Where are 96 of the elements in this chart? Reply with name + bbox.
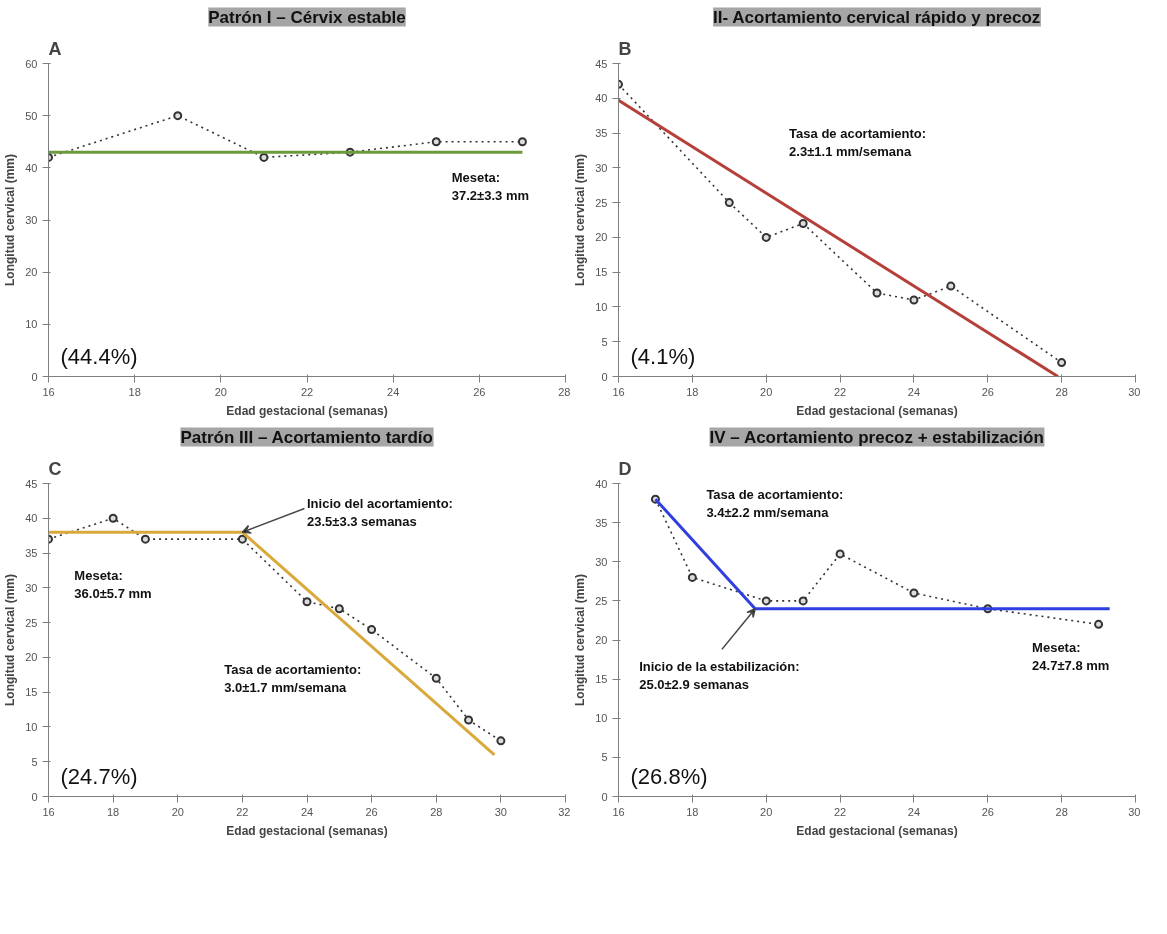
x-tick-label: 22: [236, 805, 249, 818]
x-axis-title: Edad gestacional (semanas): [796, 823, 958, 838]
chart-title: Patrón III – Acortamiento tardío: [180, 427, 433, 447]
text: D: [618, 458, 632, 479]
y-tick-label: 0: [601, 370, 608, 383]
y-tick-label: 35: [25, 547, 38, 560]
x-tick-label: 18: [686, 805, 699, 818]
x-tick-label: 32: [558, 805, 571, 818]
y-tick-label: 35: [595, 127, 608, 140]
y-tick-label: 40: [595, 92, 608, 105]
y-tick-label: 40: [595, 477, 608, 490]
y-tick-label: 15: [595, 266, 608, 279]
x-tick-label: 20: [171, 805, 184, 818]
y-tick-label: 25: [595, 594, 608, 607]
y-axis-title: Longitud cervical (mm): [573, 573, 588, 707]
x-tick-label: 22: [833, 385, 847, 398]
chart-title: Patrón I – Cérvix estable: [208, 7, 406, 27]
y-tick-label: 5: [601, 751, 608, 764]
text: B: [618, 38, 632, 59]
x-tick-label: 28: [558, 385, 571, 398]
chart-title: II- Acortamiento cervical rápido y precoz: [713, 7, 1041, 27]
x-tick-label: 24: [907, 385, 921, 398]
x-tick-label: 26: [981, 385, 994, 398]
x-axis-title: Edad gestacional (semanas): [226, 403, 388, 418]
x-tick-label: 30: [1128, 805, 1141, 818]
x-tick-label: 24: [387, 385, 400, 398]
y-tick-label: 25: [25, 616, 38, 629]
x-tick-label: 28: [1055, 805, 1068, 818]
y-tick-label: 10: [25, 318, 38, 331]
x-tick-label: 22: [300, 385, 314, 398]
y-tick-label: 30: [595, 161, 608, 174]
annotation: (4.1%): [630, 343, 696, 369]
y-axis-title: Longitud cervical (mm): [573, 153, 588, 287]
y-tick-label: 10: [595, 712, 608, 725]
y-tick-label: 20: [595, 231, 608, 244]
y-tick-label: 20: [25, 266, 38, 279]
y-tick-label: 45: [595, 57, 608, 70]
y-tick-label: 60: [25, 57, 38, 70]
chart-title: IV – Acortamiento precoz + estabilización: [709, 427, 1044, 447]
y-axis-title: Longitud cervical (mm): [3, 153, 18, 287]
annotation: Inicio del acortamiento: 23.5±3.3 semanas: [307, 496, 453, 530]
y-tick-label: 30: [595, 555, 608, 568]
text: C: [48, 458, 62, 479]
y-tick-label: 20: [25, 651, 38, 664]
text: A: [48, 38, 62, 59]
y-tick-label: 0: [31, 790, 38, 803]
x-tick-label: 18: [107, 805, 120, 818]
y-tick-label: 30: [25, 581, 38, 594]
annotation: Meseta: 24.7±7.8 mm: [1032, 640, 1110, 673]
y-tick-label: 5: [601, 335, 608, 348]
x-tick-label: 18: [686, 385, 699, 398]
x-tick-label: 20: [760, 385, 773, 398]
y-axis-title: Longitud cervical (mm): [3, 573, 18, 707]
x-tick-label: 20: [214, 385, 227, 398]
x-tick-label: 16: [612, 385, 625, 398]
y-tick-label: 0: [31, 370, 38, 383]
x-tick-label: 28: [430, 805, 443, 818]
annotation: Meseta: 37.2±3.3 mm: [451, 169, 530, 203]
y-tick-label: 40: [25, 512, 38, 525]
y-tick-label: 10: [25, 720, 38, 733]
y-tick-label: 35: [595, 516, 608, 529]
x-tick-label: 30: [1128, 385, 1141, 398]
y-tick-label: 40: [25, 161, 38, 174]
annotation: Tasa de acortamiento: 2.3±1.1 mm/semana: [789, 126, 927, 160]
y-tick-label: 0: [601, 790, 608, 803]
x-tick-label: 24: [300, 805, 314, 818]
x-tick-label: 26: [365, 805, 378, 818]
y-tick-label: 20: [595, 634, 608, 646]
y-tick-label: 50: [25, 109, 38, 122]
x-tick-label: 16: [42, 805, 55, 818]
x-tick-label: 24: [907, 805, 921, 818]
x-tick-label: 30: [494, 805, 508, 818]
annotation: (24.7%): [60, 763, 138, 789]
annotation: Tasa de acortamiento: 3.4±2.2 mm/semana: [706, 486, 844, 520]
y-tick-label: 5: [31, 755, 38, 768]
x-tick-label: 16: [612, 805, 625, 818]
y-tick-label: 30: [25, 214, 38, 226]
y-tick-label: 10: [595, 300, 608, 313]
y-tick-label: 15: [595, 673, 608, 686]
annotation: (26.8%): [630, 763, 708, 789]
annotation: Meseta: 36.0±5.7 mm: [74, 568, 152, 602]
x-tick-label: 18: [128, 385, 141, 398]
x-tick-label: 16: [42, 385, 55, 398]
y-tick-label: 25: [595, 196, 608, 209]
x-axis-title: Edad gestacional (semanas): [226, 823, 388, 838]
annotation: (44.4%): [60, 343, 138, 369]
y-tick-label: 45: [25, 477, 38, 490]
x-tick-label: 26: [473, 385, 486, 398]
x-tick-label: 28: [1055, 385, 1068, 398]
annotation: Inicio de la estabilización: 25.0±2.9 semanas: [639, 658, 800, 692]
annotation: Tasa de acortamiento: 3.0±1.7 mm/semana: [224, 661, 362, 695]
x-axis-title: Edad gestacional (semanas): [796, 403, 958, 418]
x-tick-label: 26: [981, 805, 994, 818]
y-tick-label: 15: [25, 686, 38, 699]
x-tick-label: 22: [833, 805, 847, 818]
x-tick-label: 20: [760, 805, 773, 818]
